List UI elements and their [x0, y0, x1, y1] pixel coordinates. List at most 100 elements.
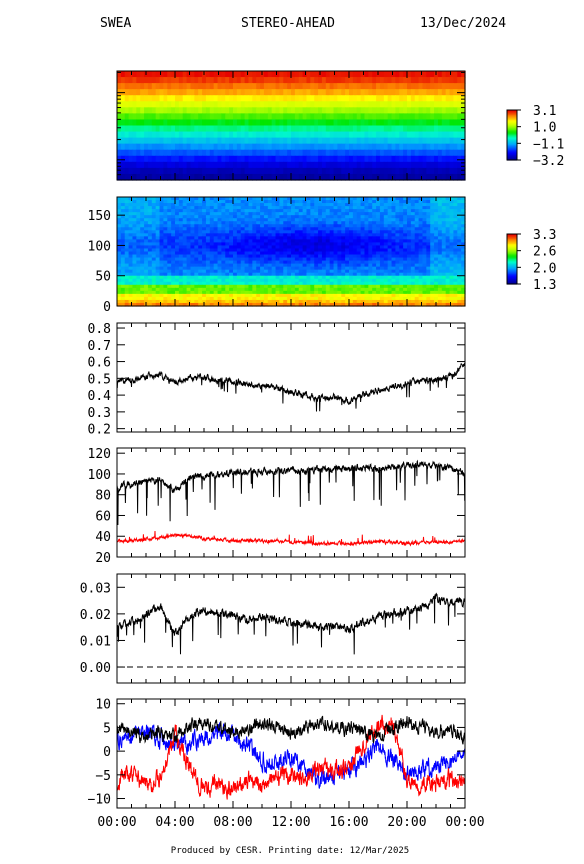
et-spectrogram-cell	[128, 71, 134, 78]
pad-spectrogram-cell	[434, 257, 439, 262]
pad-spectrogram-cell	[244, 200, 250, 204]
pad-spectrogram-cell	[383, 281, 389, 286]
pad-spectrogram-cell	[337, 206, 342, 210]
pad-spectrogram-cell	[321, 203, 327, 207]
et-spectrogram-cell	[364, 137, 369, 145]
et-spectrogram-cell	[321, 77, 327, 84]
et-spectrogram-cell	[244, 119, 250, 127]
pad-spectrogram-cell	[349, 236, 354, 240]
et-spectrogram-cell	[144, 83, 149, 90]
pad-spectrogram-cell	[260, 200, 265, 204]
et-spectrogram-cell	[202, 149, 207, 157]
et-spectrogram-cell	[263, 137, 269, 145]
pad-spectrogram-cell	[356, 236, 362, 240]
et-spectrogram-cell	[333, 149, 338, 157]
et-spectrogram-cell	[209, 89, 215, 96]
pad-spectrogram-cell	[426, 272, 431, 277]
et-spectrogram-cell	[422, 95, 427, 102]
pad-spectrogram-cell	[376, 233, 381, 237]
et-spectrogram-cell	[151, 107, 157, 114]
pad-spectrogram-cell	[453, 239, 458, 244]
pad-spectrogram-cell	[229, 290, 234, 295]
et-spectrogram-cell	[352, 155, 358, 163]
pad-spectrogram-cell	[391, 302, 396, 307]
pad-spectrogram-cell	[186, 197, 192, 201]
pad-spectrogram-cell	[120, 212, 126, 216]
pad-spectrogram-cell	[379, 206, 385, 210]
pad-spectrogram-cell	[147, 275, 153, 280]
pad-spectrogram-cell	[449, 203, 454, 207]
pad-spectrogram-cell	[275, 296, 280, 301]
pad-spectrogram-cell	[260, 248, 265, 253]
pad-spectrogram-cell	[132, 206, 137, 210]
pad-spectrogram-cell	[461, 299, 466, 304]
et-spectrogram-cell	[263, 161, 269, 169]
pad-spectrogram-cell	[364, 230, 369, 234]
et-spectrogram-cell	[267, 119, 273, 127]
pad-spectrogram-cell	[163, 275, 168, 280]
et-spectrogram-cell	[461, 131, 466, 139]
et-spectrogram-cell	[387, 77, 393, 84]
et-spectrogram-cell	[302, 95, 308, 102]
pad-spectrogram-cell	[325, 296, 331, 301]
pad-spectrogram-cell	[337, 212, 342, 216]
pad-spectrogram-cell	[298, 221, 304, 225]
et-spectrogram-cell	[360, 161, 366, 169]
pad-spectrogram-cell	[360, 275, 366, 280]
pad-spectrogram-cell	[229, 299, 234, 304]
pad-spectrogram-cell	[294, 263, 300, 268]
pad-spectrogram-cell	[190, 233, 195, 237]
pad-spectrogram-cell	[325, 302, 331, 307]
pad-spectrogram-cell	[457, 215, 462, 219]
et-spectrogram-cell	[453, 143, 458, 151]
pad-spectrogram-cell	[449, 218, 454, 222]
pad-spectrogram-cell	[453, 254, 458, 259]
pad-spectrogram-cell	[132, 200, 137, 204]
pad-spectrogram-cell	[430, 215, 435, 219]
pad-spectrogram-cell	[410, 287, 416, 292]
pad-spectrogram-cell	[314, 284, 319, 289]
et-spectrogram-cell	[349, 167, 354, 175]
et-spectrogram-cell	[229, 131, 234, 139]
pad-spectrogram-cell	[360, 212, 366, 216]
pad-spectrogram-cell	[260, 203, 265, 207]
et-spectrogram-cell	[391, 119, 396, 127]
pad-spectrogram-cell	[410, 221, 416, 225]
pad-spectrogram-cell	[461, 218, 466, 222]
et-spectrogram-cell	[171, 155, 176, 163]
pad-spectrogram-cell	[368, 296, 373, 301]
pad-spectrogram-cell	[283, 278, 288, 283]
pad-spectrogram-cell	[430, 275, 435, 280]
pad-spectrogram-cell	[291, 248, 296, 253]
pad-spectrogram-cell	[437, 197, 443, 201]
pad-spectrogram-cell	[333, 260, 338, 265]
pad-spectrogram-cell	[291, 233, 296, 237]
pad-spectrogram-cell	[325, 209, 331, 213]
et-spectrogram-cell	[256, 77, 261, 84]
et-spectrogram-cell	[426, 89, 431, 96]
pad-spectrogram-cell	[325, 218, 331, 222]
pad-spectrogram-cell	[213, 224, 219, 228]
pad-spectrogram-cell	[178, 236, 184, 240]
pad-spectrogram-cell	[449, 200, 454, 204]
pad-spectrogram-cell	[407, 275, 412, 280]
pad-spectrogram-cell	[194, 287, 199, 292]
pad-spectrogram-cell	[217, 224, 222, 228]
pad-spectrogram-cell	[209, 224, 215, 228]
pad-spectrogram-cell	[364, 248, 369, 253]
pad-spectrogram-cell	[441, 275, 447, 280]
pad-spectrogram-cell	[260, 284, 265, 289]
pad-spectrogram-cell	[445, 236, 451, 240]
pad-spectrogram-cell	[310, 257, 315, 262]
et-spectrogram-cell	[163, 155, 168, 163]
pad-spectrogram-cell	[337, 248, 342, 253]
et-spectrogram-cell	[445, 107, 451, 114]
et-spectrogram-cell	[279, 71, 284, 78]
pad-spectrogram-cell	[252, 236, 257, 240]
pad-spectrogram-cell	[356, 284, 362, 289]
et-spectrogram-cell	[310, 125, 315, 133]
et-spectrogram-cell	[368, 119, 373, 127]
et-spectrogram-cell	[294, 131, 300, 139]
et-spectrogram-cell	[236, 161, 242, 169]
pad-spectrogram-cell	[321, 212, 327, 216]
